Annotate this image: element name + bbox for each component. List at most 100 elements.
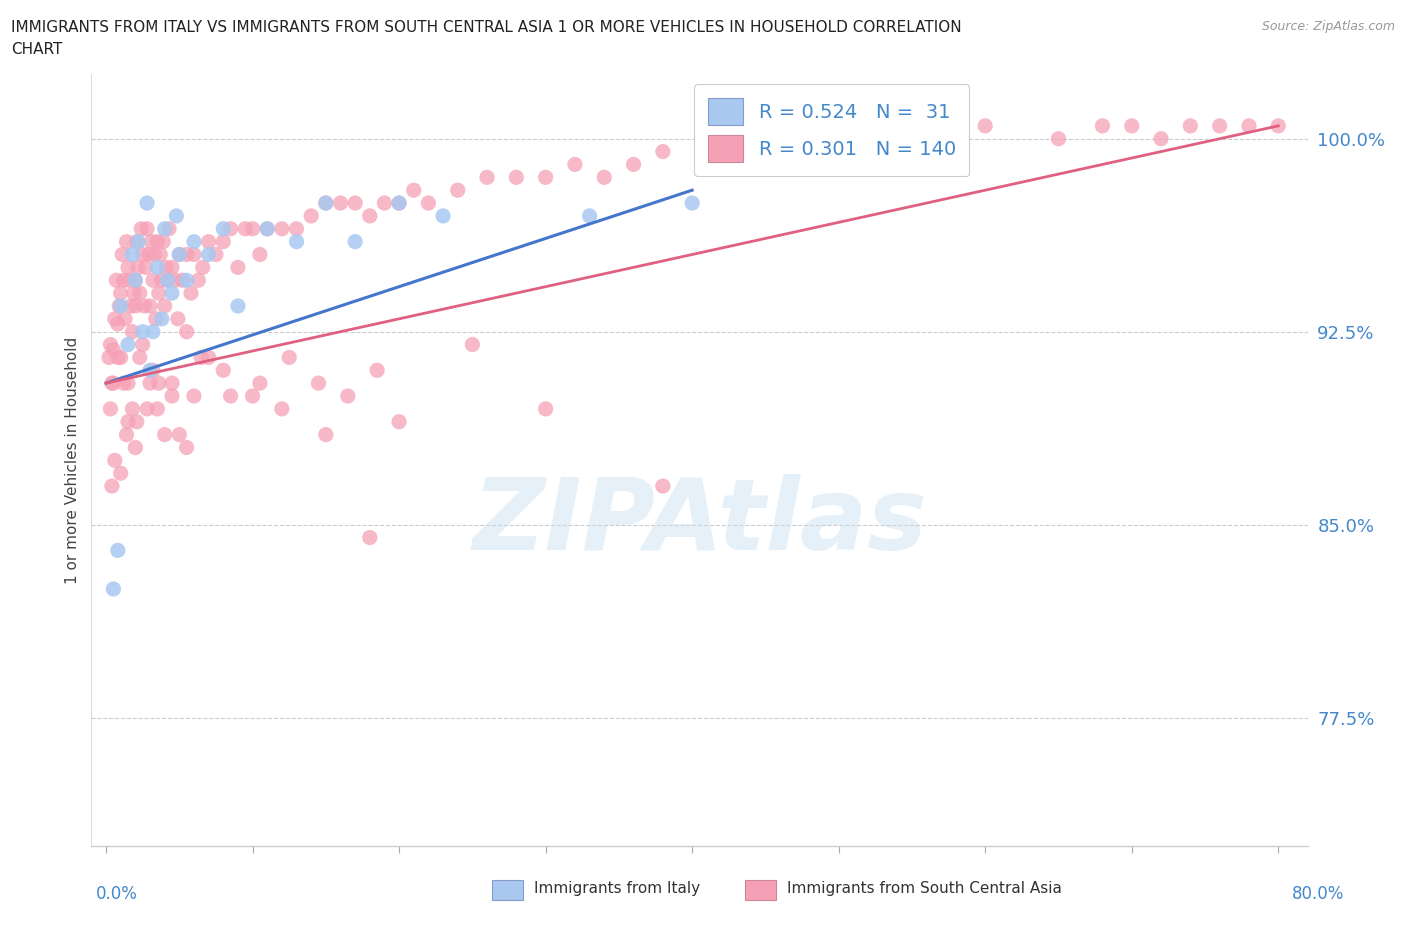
Point xyxy=(974,118,997,133)
Point xyxy=(593,170,616,185)
Point xyxy=(169,247,191,262)
Point xyxy=(1180,118,1202,133)
Point xyxy=(115,427,138,442)
Point xyxy=(176,272,198,287)
Point xyxy=(388,414,411,429)
Point xyxy=(623,157,645,172)
Point xyxy=(183,389,205,404)
Point xyxy=(153,221,176,236)
Point xyxy=(121,247,143,262)
Point xyxy=(270,221,292,236)
Point xyxy=(155,259,177,274)
Text: 80.0%: 80.0% xyxy=(1292,885,1344,903)
Point xyxy=(197,247,219,262)
Point xyxy=(142,325,165,339)
Text: Source: ZipAtlas.com: Source: ZipAtlas.com xyxy=(1261,20,1395,33)
Point xyxy=(136,195,159,210)
Y-axis label: 1 or more Vehicles in Household: 1 or more Vehicles in Household xyxy=(65,337,80,584)
Point xyxy=(160,259,183,274)
Point xyxy=(432,208,454,223)
Point xyxy=(142,363,165,378)
Text: IMMIGRANTS FROM ITALY VS IMMIGRANTS FROM SOUTH CENTRAL ASIA 1 OR MORE VEHICLES I: IMMIGRANTS FROM ITALY VS IMMIGRANTS FROM… xyxy=(11,20,962,35)
Point xyxy=(681,195,703,210)
Point xyxy=(153,299,176,313)
Point xyxy=(110,286,132,300)
Point xyxy=(169,427,191,442)
Point xyxy=(901,131,924,146)
Point xyxy=(212,221,235,236)
Point xyxy=(1121,118,1143,133)
Point xyxy=(98,350,121,365)
Point xyxy=(127,259,149,274)
Point xyxy=(134,299,156,313)
Point xyxy=(107,316,129,331)
Point xyxy=(461,337,484,352)
Point xyxy=(475,170,498,185)
Point xyxy=(233,221,256,236)
Point xyxy=(344,234,367,249)
Point xyxy=(226,299,249,313)
Point xyxy=(651,479,673,494)
Point xyxy=(107,350,129,365)
Point xyxy=(103,342,125,357)
Point xyxy=(212,234,235,249)
Point xyxy=(100,402,122,417)
Text: ZIPAtlas: ZIPAtlas xyxy=(472,473,927,571)
Point xyxy=(534,170,557,185)
Point xyxy=(107,543,129,558)
Point xyxy=(105,272,128,287)
Point xyxy=(131,337,153,352)
Point xyxy=(212,363,235,378)
Point xyxy=(117,376,139,391)
Point xyxy=(505,170,527,185)
Point xyxy=(256,221,278,236)
Point xyxy=(111,247,134,262)
Point xyxy=(388,195,411,210)
Point xyxy=(1150,131,1173,146)
Point xyxy=(278,350,301,365)
Point xyxy=(121,325,143,339)
Text: CHART: CHART xyxy=(11,42,63,57)
Point xyxy=(115,234,138,249)
Point xyxy=(197,350,219,365)
Point xyxy=(191,259,214,274)
Point xyxy=(122,286,145,300)
Point xyxy=(101,479,124,494)
Point xyxy=(176,325,198,339)
Point xyxy=(128,350,150,365)
Point xyxy=(242,389,264,404)
Point xyxy=(127,234,149,249)
Point xyxy=(152,234,174,249)
Point xyxy=(359,208,381,223)
Point xyxy=(141,234,163,249)
Point xyxy=(256,221,278,236)
Point xyxy=(166,312,188,326)
Point xyxy=(169,247,191,262)
Point xyxy=(101,376,124,391)
Point xyxy=(149,247,172,262)
Point xyxy=(112,376,135,391)
Point xyxy=(124,440,146,455)
Point xyxy=(131,247,153,262)
Point xyxy=(156,272,179,287)
Point xyxy=(373,195,395,210)
Point xyxy=(103,376,125,391)
Point xyxy=(336,389,359,404)
Point xyxy=(183,247,205,262)
Point xyxy=(131,325,153,339)
Point xyxy=(112,272,135,287)
Point xyxy=(172,272,194,287)
Point xyxy=(129,221,152,236)
Point xyxy=(534,402,557,417)
Point xyxy=(148,376,170,391)
Point xyxy=(180,286,202,300)
Point xyxy=(146,402,169,417)
Point xyxy=(651,144,673,159)
Point xyxy=(117,259,139,274)
Point xyxy=(226,259,249,274)
Point xyxy=(157,221,180,236)
Point xyxy=(117,414,139,429)
Text: 0.0%: 0.0% xyxy=(96,885,138,903)
Point xyxy=(160,286,183,300)
Point xyxy=(125,414,148,429)
